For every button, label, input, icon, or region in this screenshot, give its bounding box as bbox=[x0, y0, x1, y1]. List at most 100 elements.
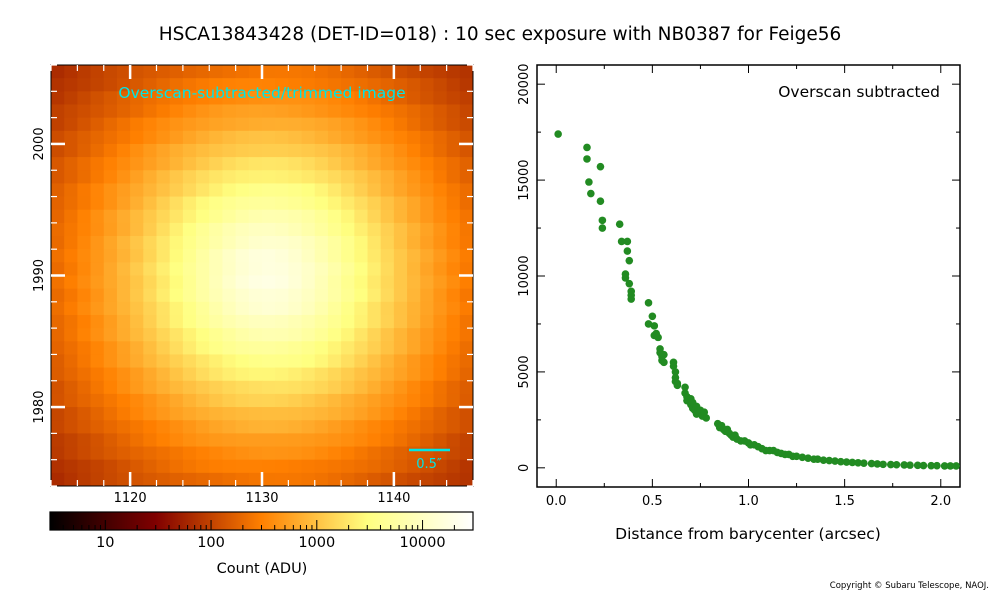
heatmap-cell bbox=[235, 275, 250, 290]
copyright-notice: Copyright © Subaru Telescope, NAOJ. bbox=[829, 581, 989, 591]
heatmap-cell bbox=[433, 314, 448, 329]
heatmap-cell bbox=[459, 367, 474, 382]
heatmap-cell bbox=[301, 222, 316, 237]
heatmap-cell bbox=[288, 65, 302, 79]
heatmap-cell bbox=[156, 209, 171, 224]
heatmap-cell bbox=[327, 262, 342, 276]
heatmap-cell bbox=[354, 196, 368, 211]
scatter-point bbox=[644, 320, 653, 328]
heatmap-cell bbox=[51, 314, 65, 329]
heatmap-cell bbox=[314, 275, 329, 290]
heatmap-cell bbox=[327, 354, 342, 368]
heatmap-cell bbox=[367, 262, 382, 276]
scatter-point bbox=[792, 452, 801, 461]
heatmap-cell bbox=[169, 367, 184, 382]
heatmap-cell bbox=[459, 130, 474, 145]
heatmap-cell bbox=[143, 157, 157, 171]
heatmap-cell bbox=[222, 407, 237, 421]
heatmap-cell bbox=[90, 420, 105, 434]
heatmap-cell bbox=[459, 143, 474, 158]
heatmap-cell bbox=[367, 407, 382, 421]
heatmap-cell bbox=[380, 117, 395, 132]
heatmap-cell bbox=[341, 209, 355, 224]
heatmap-cell bbox=[433, 367, 448, 382]
heatmap-cell bbox=[367, 209, 382, 224]
heatmap-cell bbox=[196, 314, 210, 329]
heatmap-cell bbox=[90, 262, 105, 276]
heatmap-cell bbox=[130, 420, 144, 434]
heatmap-cell bbox=[314, 249, 329, 263]
heatmap-cell bbox=[51, 209, 65, 224]
heatmap-cell bbox=[248, 104, 263, 119]
heatmap-cell bbox=[433, 65, 448, 79]
heatmap-cell bbox=[130, 117, 144, 132]
heatmap-cell bbox=[393, 65, 408, 79]
heatmap-cell bbox=[196, 328, 210, 342]
heatmap-cell bbox=[64, 222, 78, 237]
heatmap-cell bbox=[222, 459, 237, 474]
heatmap-cell bbox=[393, 130, 408, 145]
heatmap-cell bbox=[314, 459, 329, 474]
heatmap-cell bbox=[235, 183, 250, 197]
heatmap-cell bbox=[103, 130, 118, 145]
heatmap-cell bbox=[433, 209, 448, 224]
heatmap-cell bbox=[301, 209, 316, 224]
scatter-point bbox=[813, 455, 822, 463]
heatmap-cell bbox=[393, 393, 408, 408]
heatmap-cell bbox=[130, 222, 144, 237]
heatmap-cell bbox=[116, 314, 131, 329]
heatmap-cell bbox=[354, 275, 368, 290]
heatmap-cell bbox=[169, 354, 184, 368]
heatmap-cell bbox=[222, 354, 237, 368]
heatmap-cell bbox=[196, 91, 210, 105]
heatmap-cell bbox=[209, 393, 223, 408]
heatmap-cell bbox=[341, 459, 355, 474]
scatter-point bbox=[940, 462, 949, 470]
heatmap-cell bbox=[433, 301, 448, 316]
heatmap-cell bbox=[380, 130, 395, 145]
heatmap-cell bbox=[103, 78, 118, 92]
heatmap-cell bbox=[103, 65, 118, 79]
heatmap-cell bbox=[143, 301, 157, 316]
heatmap-cell bbox=[301, 301, 316, 316]
heatmap-cell bbox=[275, 91, 289, 105]
heatmap-cell bbox=[51, 367, 65, 382]
heatmap-cell bbox=[407, 196, 421, 211]
heatmap-cell bbox=[64, 314, 78, 329]
heatmap-cell bbox=[169, 380, 184, 395]
heatmap-cell bbox=[459, 275, 474, 290]
heatmap-cell bbox=[367, 354, 382, 368]
heatmap-cell bbox=[380, 433, 395, 447]
heatmap-cell bbox=[288, 314, 302, 329]
heatmap-cell bbox=[235, 341, 250, 355]
heatmap-cell bbox=[341, 143, 355, 158]
heatmap-cell bbox=[156, 196, 171, 211]
heatmap-cell bbox=[446, 130, 461, 145]
heatmap-cell bbox=[116, 459, 131, 474]
heatmap-cell bbox=[77, 222, 91, 237]
heatmap-cell bbox=[314, 446, 329, 461]
heatmap-cell bbox=[380, 288, 395, 303]
scatter-y-tick-label: 10000 bbox=[517, 255, 532, 296]
heatmap-cell bbox=[459, 314, 474, 329]
heatmap-cell bbox=[327, 446, 342, 461]
heatmap-cell bbox=[143, 407, 157, 421]
heatmap-cell bbox=[156, 130, 171, 145]
heatmap-cell bbox=[248, 157, 263, 171]
heatmap-cell bbox=[288, 170, 302, 184]
heatmap-cell bbox=[222, 236, 237, 250]
heatmap-cell bbox=[51, 380, 65, 395]
heatmap-cell bbox=[235, 170, 250, 184]
heatmap-cell bbox=[407, 222, 421, 237]
heatmap-cell bbox=[51, 262, 65, 276]
heatmap-cell bbox=[275, 104, 289, 119]
heatmap-cell bbox=[90, 65, 105, 79]
heatmap-cell bbox=[77, 78, 91, 92]
heatmap-cell bbox=[380, 236, 395, 250]
heatmap-cell bbox=[156, 354, 171, 368]
heatmap-cell bbox=[143, 209, 157, 224]
heatmap-cell bbox=[341, 157, 355, 171]
heatmap-cell bbox=[64, 433, 78, 447]
heatmap-cell bbox=[103, 262, 118, 276]
heatmap-cell bbox=[143, 130, 157, 145]
